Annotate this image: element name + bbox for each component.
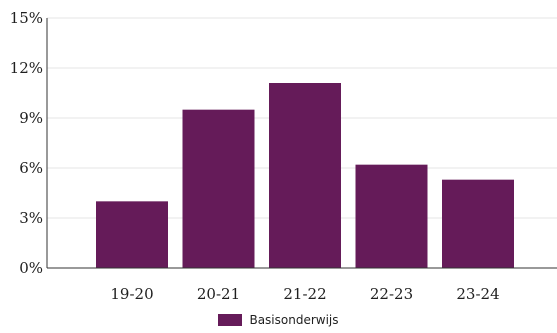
bar-23-24 — [442, 179, 514, 268]
y-axis: 0% 3% 6% 9% 12% 15% — [10, 9, 48, 277]
bar-21-22 — [269, 83, 341, 268]
x-tick-label: 23-24 — [456, 285, 499, 303]
y-tick-label: 12% — [10, 59, 43, 77]
legend-swatch — [218, 314, 243, 326]
y-tick-label: 9% — [19, 109, 43, 127]
x-tick-label: 20-21 — [197, 285, 240, 303]
y-tick-label: 6% — [19, 159, 43, 177]
legend: Basisonderwijs — [0, 313, 557, 327]
y-tick-label: 0% — [19, 259, 43, 277]
bar-20-21 — [182, 109, 255, 269]
legend-label: Basisonderwijs — [249, 313, 339, 327]
x-tick-label: 22-23 — [370, 285, 413, 303]
bars — [96, 83, 514, 269]
bar-22-23 — [355, 164, 428, 268]
bar-19-20 — [96, 201, 168, 268]
y-tick-label: 3% — [19, 209, 43, 227]
x-tick-label: 19-20 — [110, 285, 153, 303]
x-tick-label: 21-22 — [283, 285, 326, 303]
y-tick-label: 15% — [10, 9, 43, 27]
x-axis: 19-20 20-21 21-22 22-23 23-24 — [47, 267, 557, 303]
